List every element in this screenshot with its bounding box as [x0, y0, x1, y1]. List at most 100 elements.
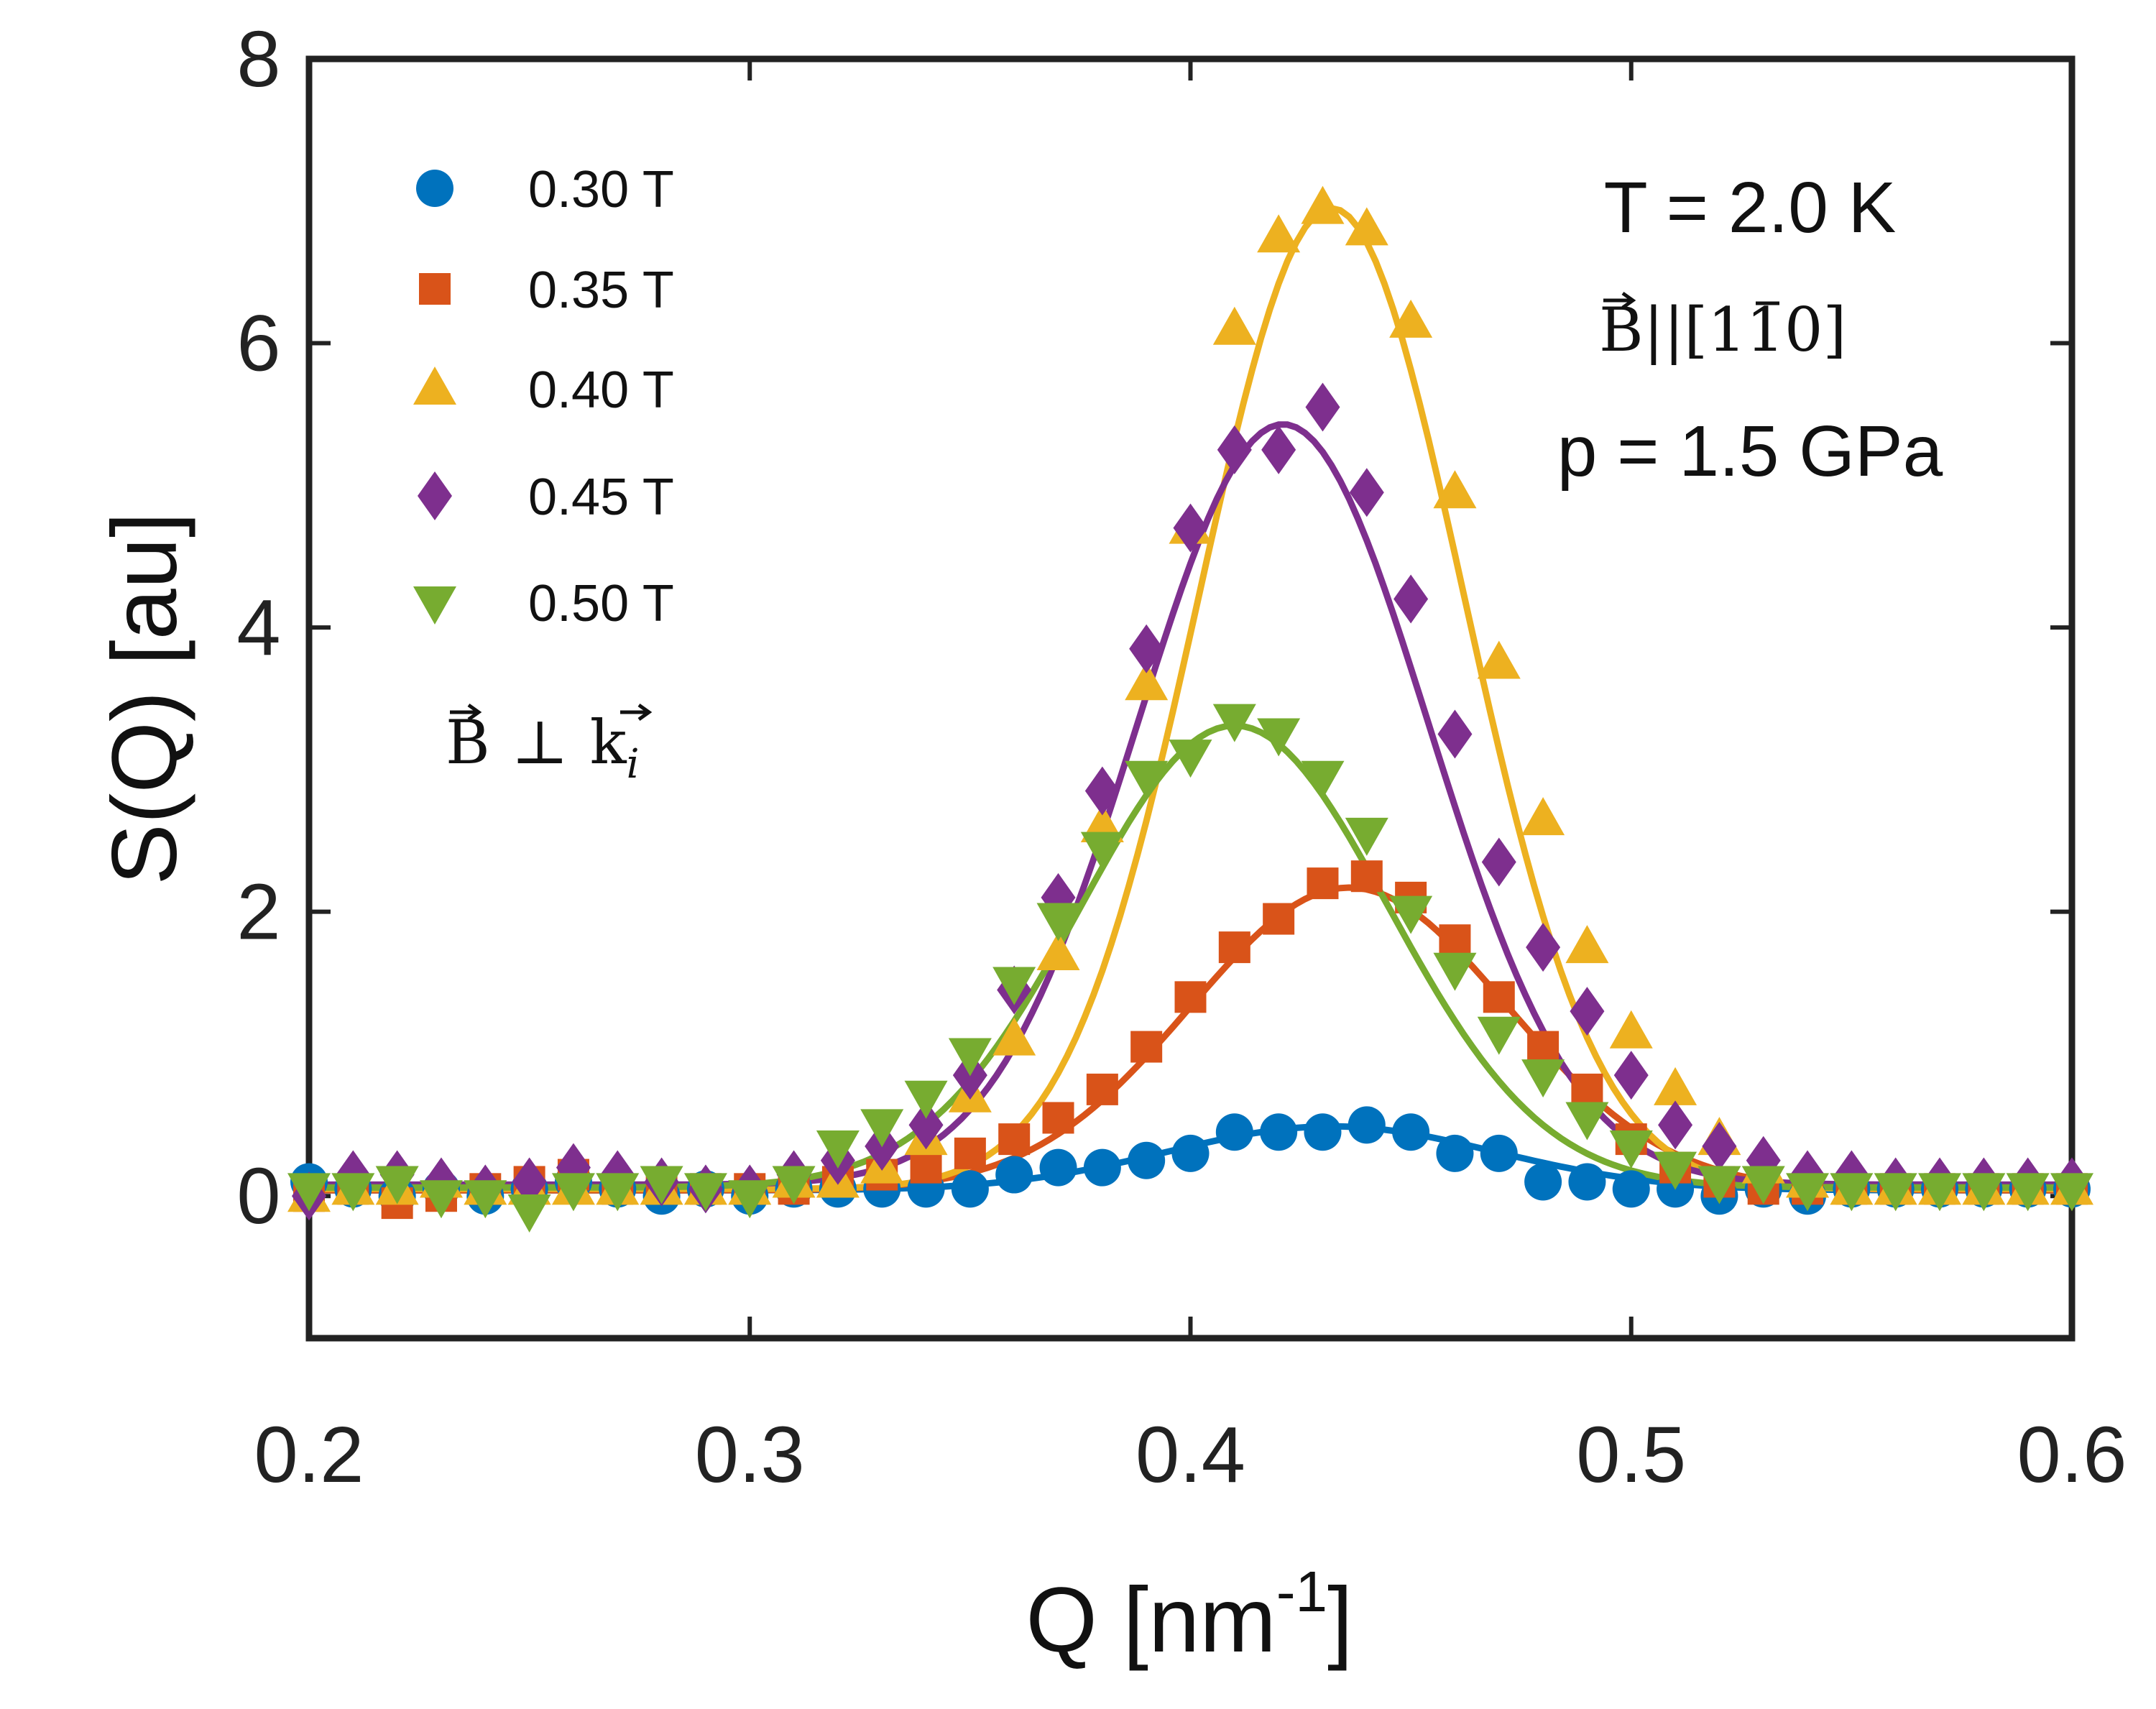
y-tick-label: 6 [236, 300, 280, 388]
data-point [1080, 832, 1124, 870]
data-point [1612, 1170, 1650, 1208]
data-point [507, 1194, 551, 1233]
legend: 0.30 T 0.35 T 0.40 T 0.45 T 0.50 T [413, 161, 674, 632]
legend-label: 0.30 T [528, 161, 674, 218]
data-point [640, 1166, 683, 1204]
data-point [728, 1180, 772, 1219]
data-point [1304, 1113, 1342, 1151]
data-point [1125, 760, 1169, 799]
data-point [1477, 640, 1521, 679]
data-point [1215, 1113, 1253, 1151]
data-point [1218, 931, 1250, 964]
legend-label: 0.50 T [528, 575, 674, 632]
data-point [1521, 1059, 1565, 1098]
data-point [1261, 425, 1296, 474]
data-point [1263, 903, 1295, 935]
data-point [1301, 185, 1345, 224]
data-point [992, 1017, 1036, 1056]
data-point [683, 1173, 727, 1212]
data-point [1174, 981, 1207, 1013]
data-point [1393, 574, 1429, 624]
data-point [1389, 299, 1433, 338]
data-point [910, 1151, 942, 1184]
data-point [1305, 382, 1340, 432]
data-point [816, 1130, 860, 1169]
data-point [1086, 1073, 1118, 1105]
x-tick-label: 0.6 [2017, 1411, 2127, 1499]
data-point [1345, 817, 1388, 856]
data-point [1349, 468, 1384, 517]
annotation-temperature: T = 2.0 K [1604, 167, 1897, 248]
data-point [998, 1123, 1031, 1156]
data-point [331, 1173, 375, 1212]
data-point [1130, 1031, 1163, 1063]
data-point [1702, 1122, 1737, 1171]
data-point [1345, 207, 1388, 246]
geometry-b-arrow [450, 703, 482, 722]
data-point [948, 1038, 992, 1077]
data-point [2006, 1173, 2050, 1212]
legend-marker [418, 471, 452, 520]
data-point [1039, 1148, 1077, 1187]
data-point [1568, 1163, 1606, 1201]
geometry-k-arrow [620, 703, 653, 722]
data-point [1036, 903, 1080, 941]
data-point [904, 1080, 948, 1119]
data-point [951, 1170, 989, 1208]
legend-marker [413, 586, 456, 625]
data-point [1524, 1163, 1562, 1201]
data-markers [287, 185, 2093, 1233]
y-axis-label: S(Q) [au] [93, 512, 196, 885]
data-point [1613, 1051, 1649, 1100]
data-point [908, 1100, 944, 1150]
data-point [1786, 1173, 1830, 1212]
field-bracket: ||[1 [1644, 295, 1746, 365]
x-axis-label-exponent: -1 [1276, 1560, 1327, 1623]
annotation-block: T = 2.0 K B||[110] p = 1.5 GPa B ⊥ ki [446, 167, 1943, 788]
field-vector-arrow [1603, 291, 1636, 310]
data-point [1481, 837, 1516, 887]
data-point [1169, 740, 1212, 778]
x-axis-label-close: ] [1327, 1569, 1353, 1672]
data-point [1392, 1113, 1430, 1151]
data-point [1654, 1151, 1697, 1190]
data-point [1570, 987, 1605, 1036]
data-point [1480, 1134, 1518, 1172]
x-tick-label: 0.5 [1576, 1411, 1686, 1499]
data-point [1436, 1134, 1474, 1172]
data-point [1350, 860, 1383, 893]
data-point [1389, 895, 1433, 934]
data-point [1565, 925, 1609, 964]
data-point [1260, 1113, 1298, 1151]
data-point [1036, 932, 1080, 970]
geometry-b-letter: B [446, 707, 490, 778]
x-tick-label: 0.3 [695, 1411, 805, 1499]
data-point [464, 1180, 507, 1219]
geometry-subscript: i [627, 741, 640, 788]
x-tick-label: 0.4 [1135, 1411, 1245, 1499]
annotation-field-direction: B||[110] [1599, 295, 1846, 365]
field-bar-digit: 1 [1746, 295, 1784, 365]
data-point [596, 1173, 640, 1212]
data-point [1565, 1102, 1609, 1141]
data-point [512, 1157, 547, 1207]
data-point [995, 1156, 1033, 1194]
data-point [1257, 214, 1301, 253]
data-point [1042, 1102, 1074, 1134]
legend-marker [416, 170, 453, 207]
data-point [1609, 1130, 1653, 1169]
legend-marker [419, 273, 451, 305]
x-axis-label: Q [nm-1] [1026, 1560, 1353, 1672]
data-point [1301, 760, 1345, 799]
data-point [1658, 1100, 1693, 1150]
geometry-perp: ⊥ [512, 707, 568, 778]
field-b-letter: B [1599, 295, 1644, 365]
data-point [1830, 1173, 1874, 1212]
data-point [1307, 867, 1339, 900]
annotation-pressure: p = 1.5 GPa [1557, 411, 1943, 492]
data-point [1128, 1141, 1166, 1179]
legend-marker [413, 367, 456, 405]
tick-labels: 0.2 0.3 0.4 0.5 0.6 0 2 4 6 8 [236, 15, 2127, 1499]
data-point [1348, 1106, 1386, 1144]
legend-label: 0.35 T [528, 262, 674, 319]
